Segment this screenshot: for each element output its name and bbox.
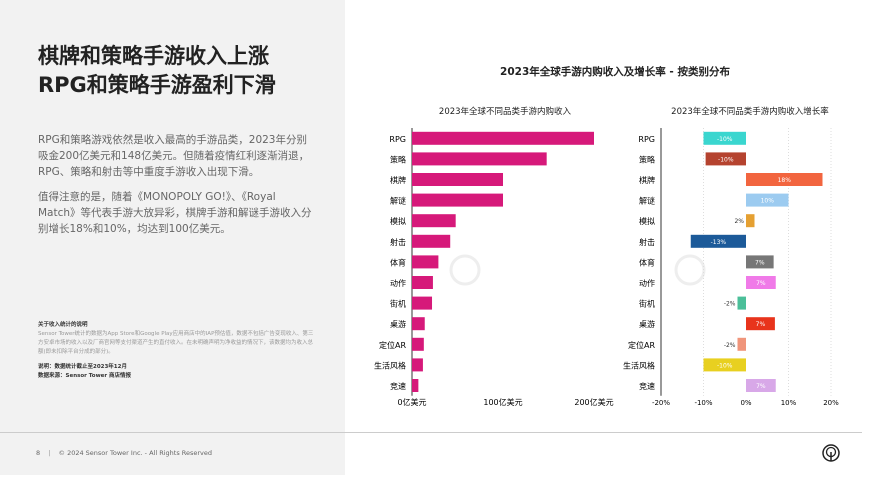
right-data-label: -10% — [717, 362, 733, 369]
left-bar — [412, 214, 456, 228]
notes-note: 说明：数据统计截止至2023年12月 — [38, 364, 127, 370]
paragraph-2: 值得注意的是，随着《MONOPOLY GO!》、《Royal Match》等代表… — [38, 191, 312, 235]
left-category-label: 竞速 — [390, 381, 406, 391]
left-bar — [412, 152, 547, 166]
page-number: 8 — [36, 449, 41, 457]
notes: 关于收入统计的说明 Sensor Tower统计的数据为App Store和Go… — [38, 321, 318, 381]
right-bar — [746, 276, 776, 289]
left-tick-label: 100亿美元 — [483, 397, 522, 407]
left-category-label: 动作 — [390, 278, 406, 288]
left-bar — [412, 337, 424, 351]
right-data-label: 7% — [755, 259, 765, 266]
left-category-label: 生活风格 — [374, 360, 406, 370]
left-bar — [412, 276, 433, 289]
right-bar — [737, 296, 746, 310]
right-bar — [703, 358, 746, 372]
left-tick-label: 0亿美元 — [397, 397, 426, 407]
left-chart-title: 2023年全球不同品类手游内购收入 — [438, 107, 572, 117]
left-bar — [412, 255, 439, 269]
right-category-label: 动作 — [639, 278, 655, 288]
right-category-label: 生活风格 — [623, 360, 655, 370]
right-data-label: 10% — [761, 198, 775, 205]
left-bar — [412, 131, 594, 145]
right-category-label: 体育 — [639, 257, 655, 267]
right-category-label: 解谜 — [639, 196, 655, 206]
left-category-label: 体育 — [390, 257, 406, 267]
footer-divider — [0, 432, 862, 433]
chart-title: 2023年全球手游内购收入及增长率 - 按类别分布 — [500, 66, 730, 78]
left-category-label: 策略 — [390, 154, 406, 164]
right-data-label: -2% — [724, 301, 736, 308]
right-category-label: RPG — [638, 135, 655, 144]
right-chart-title: 2023年全球不同品类手游内购收入增长率 — [671, 107, 829, 117]
right-bar — [746, 255, 774, 269]
right-category-label: 射击 — [639, 237, 655, 247]
paragraphs: RPG和策略游戏依然是收入最高的手游品类，2023年分别吸金200亿美元和148… — [38, 132, 313, 237]
right-bar — [690, 234, 746, 248]
right-data-label: 18% — [778, 177, 792, 184]
right-category-label: 模拟 — [639, 216, 655, 226]
right-bar — [746, 173, 823, 186]
footer: 8 | © 2024 Sensor Tower Inc. - All Right… — [36, 449, 212, 457]
right-bar — [746, 193, 789, 207]
right-category-label: 街机 — [639, 299, 655, 309]
left-category-label: 街机 — [390, 299, 406, 309]
notes-heading: 关于收入统计的说明 — [38, 322, 88, 328]
sensor-tower-logo-icon — [822, 444, 840, 462]
left-category-label: 模拟 — [390, 216, 406, 226]
right-bar — [705, 152, 746, 166]
right-category-label: 策略 — [639, 154, 655, 164]
left-category-label: 桌游 — [390, 319, 406, 329]
right-data-label: 7% — [756, 280, 766, 287]
notes-source: 数据来源：Sensor Tower 商店情报 — [38, 373, 132, 379]
footer-separator: | — [48, 449, 51, 457]
right-data-label: -10% — [718, 156, 734, 163]
right-data-label: -2% — [724, 342, 736, 349]
left-category-label: 解谜 — [390, 196, 406, 206]
left-category-label: RPG — [389, 135, 406, 144]
left-tick-label: 200亿美元 — [574, 397, 613, 407]
left-bar — [412, 173, 503, 186]
right-bar — [746, 317, 775, 331]
right-category-label: 定位AR — [628, 340, 655, 350]
right-tick-label: -20% — [652, 399, 670, 407]
left-bar — [412, 317, 425, 331]
left-bar — [412, 193, 503, 207]
right-data-label: -13% — [711, 239, 727, 246]
right-category-label: 桌游 — [639, 319, 655, 329]
copyright: © 2024 Sensor Tower Inc. - All Rights Re… — [58, 449, 213, 457]
title-line-2: RPG和策略手游盈利下滑 — [38, 73, 276, 97]
right-bar — [746, 379, 776, 392]
right-bar — [746, 214, 755, 228]
right-tick-label: 20% — [823, 399, 839, 407]
left-bar — [412, 358, 423, 372]
left-panel — [0, 0, 345, 475]
right-tick-label: -10% — [694, 399, 712, 407]
right-tick-label: 10% — [781, 399, 797, 407]
title-line-1: 棋牌和策略手游收入上涨 — [38, 44, 269, 68]
notes-body: Sensor Tower统计的数据为App Store和Google Play应… — [38, 331, 314, 355]
page-title: 棋牌和策略手游收入上涨 RPG和策略手游盈利下滑 — [38, 42, 276, 100]
right-data-label: 2% — [734, 218, 744, 225]
right-bar — [703, 131, 746, 145]
right-category-label: 棋牌 — [639, 175, 655, 185]
right-category-label: 竞速 — [639, 381, 655, 391]
right-data-label: 7% — [756, 383, 766, 390]
left-bar — [412, 379, 419, 392]
watermark-icon — [674, 254, 706, 286]
left-category-label: 棋牌 — [390, 175, 406, 185]
right-data-label: -10% — [717, 136, 733, 143]
watermark-icon — [449, 254, 481, 286]
right-data-label: 7% — [756, 321, 766, 328]
right-tick-label: 0% — [740, 399, 751, 407]
left-bar — [412, 296, 433, 310]
left-bar — [412, 234, 451, 248]
left-category-label: 射击 — [390, 237, 406, 247]
paragraph-1: RPG和策略游戏依然是收入最高的手游品类，2023年分别吸金200亿美元和148… — [38, 134, 310, 178]
right-bar — [737, 337, 746, 351]
left-category-label: 定位AR — [379, 340, 406, 350]
